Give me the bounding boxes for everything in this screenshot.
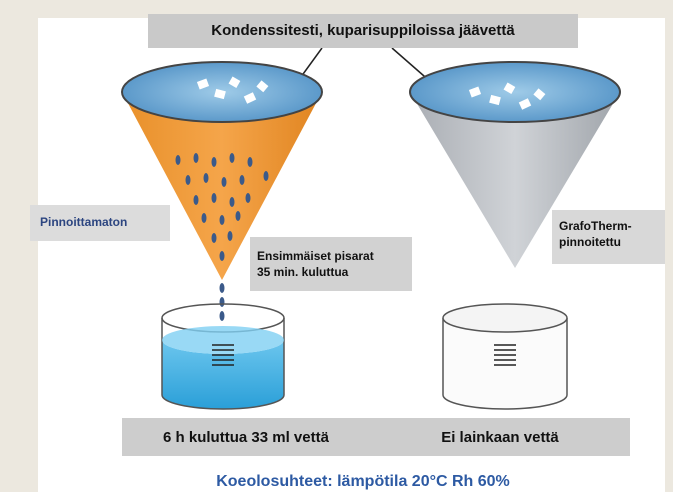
title: Kondenssitesti, kuparisuppiloissa jäävet… [211, 22, 515, 39]
diagram: Kondenssitesti, kuparisuppiloissa jäävet… [0, 0, 673, 492]
conditions: Koeolosuhteet: lämpötila 20°C Rh 60% [216, 473, 510, 490]
right-result: Ei lainkaan vettä [441, 429, 559, 446]
drop-note-box [250, 237, 412, 291]
page: {"title": "Kondenssitesti, kuparisuppilo… [0, 0, 673, 492]
left-result: 6 h kuluttua 33 ml vettä [163, 429, 330, 446]
drop-note-line: 35 min. kuluttua [257, 265, 349, 279]
right-label-line: pinnoitettu [559, 235, 621, 249]
right-beaker [443, 304, 567, 409]
drop-note-line: Ensimmäiset pisarat [257, 249, 374, 263]
right-label-line: GrafoTherm- [559, 219, 632, 233]
left-label: Pinnoittamaton [40, 215, 127, 229]
